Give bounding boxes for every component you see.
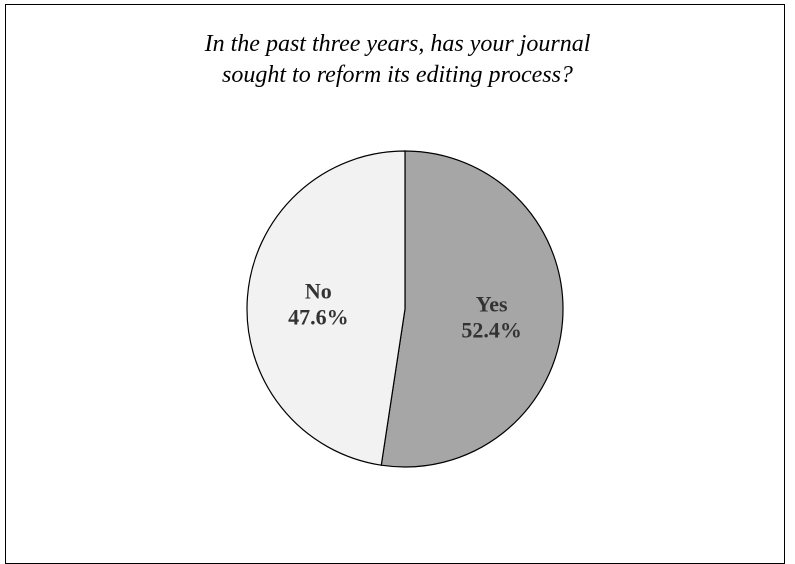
pie-slices bbox=[246, 150, 564, 468]
slice-label-no: No bbox=[305, 278, 332, 303]
slice-value-yes: 52.4% bbox=[461, 318, 522, 343]
chart-title-line-2: sought to reform its editing process? bbox=[222, 62, 573, 88]
pie-slice-no bbox=[246, 150, 406, 466]
slice-label-yes: Yes bbox=[476, 292, 508, 317]
chart-title: In the past three years, has your journa… bbox=[0, 29, 795, 91]
chart-title-line-1: In the past three years, has your journa… bbox=[204, 31, 591, 57]
slice-value-no: 47.6% bbox=[288, 304, 349, 329]
pie-slice-yes bbox=[380, 150, 564, 468]
